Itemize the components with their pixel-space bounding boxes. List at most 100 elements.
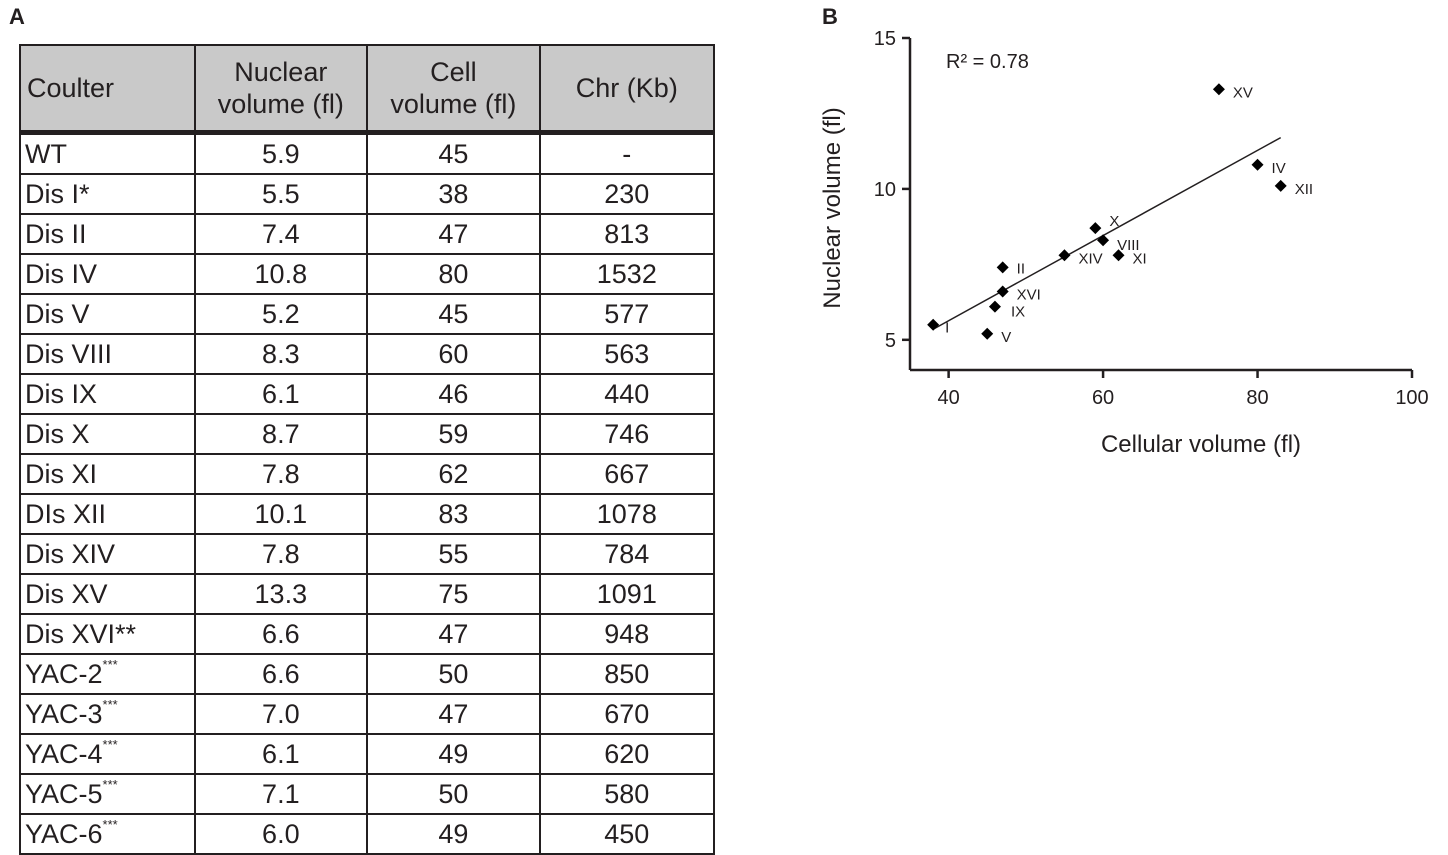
data-point-label: XV <box>1233 84 1253 101</box>
cell-cell-volume: 38 <box>366 173 541 215</box>
cell-strain: Dis V <box>19 293 196 335</box>
cell-cell-volume: 45 <box>366 131 541 175</box>
cell-chr-kb: 746 <box>538 413 716 455</box>
cell-strain: DIs XII <box>19 493 196 535</box>
table-row: Dis V 5.2 45 577 <box>19 293 716 335</box>
cell-cell-volume: 47 <box>366 693 541 735</box>
panel-a-label: A <box>9 4 25 29</box>
table-row: Dis II 7.4 47 813 <box>19 213 716 255</box>
cell-nuclear-volume: 13.3 <box>193 573 369 615</box>
cell-strain: YAC-3*** <box>19 693 196 735</box>
table-row: Dis XV 13.3 75 1091 <box>19 573 716 615</box>
data-point-label: XVI <box>1017 287 1041 304</box>
data-point-label: IX <box>1011 304 1025 321</box>
cell-chr-kb: 813 <box>538 213 716 255</box>
x-axis-label: Cellular volume (fl) <box>1101 431 1301 458</box>
cell-nuclear-volume: 6.6 <box>193 653 369 695</box>
cell-cell-volume: 45 <box>366 293 541 335</box>
table-row: Dis XVI** 6.6 47 948 <box>19 613 716 655</box>
data-point-marker <box>988 300 1001 313</box>
cell-nuclear-volume: 6.0 <box>193 813 369 855</box>
cell-cell-volume: 60 <box>366 333 541 375</box>
y-tick-label: 5 <box>885 330 896 352</box>
table-row: Dis IX 6.1 46 440 <box>19 373 716 415</box>
data-table: Coulter Nuclear volume (fl) Cell volume (f… <box>19 44 716 855</box>
cell-nuclear-volume: 5.2 <box>193 293 369 335</box>
cell-strain: Dis IV <box>19 253 196 295</box>
cell-strain: Dis XI <box>19 453 196 495</box>
cell-strain: Dis X <box>19 413 196 455</box>
data-point-label: XIV <box>1078 250 1102 267</box>
trend-line <box>932 136 1282 330</box>
data-point-label: XI <box>1133 250 1147 267</box>
cell-nuclear-volume: 7.8 <box>193 453 369 495</box>
data-point-marker <box>1058 249 1071 262</box>
cell-cell-volume: 47 <box>366 213 541 255</box>
cell-strain: Dis II <box>19 213 196 255</box>
y-tick-label: 10 <box>874 179 896 201</box>
x-tick-label: 40 <box>937 387 959 409</box>
cell-chr-kb: 850 <box>538 653 716 695</box>
header-cell-volume: Cell volume (fl) <box>366 44 541 134</box>
data-point-label: VIII <box>1117 237 1140 254</box>
y-tick-label: 15 <box>874 28 896 50</box>
cell-chr-kb: 667 <box>538 453 716 495</box>
cell-strain: YAC-5*** <box>19 773 196 815</box>
cell-nuclear-volume: 10.8 <box>193 253 369 295</box>
cell-strain: WT <box>19 131 196 175</box>
cell-nuclear-volume: 8.3 <box>193 333 369 375</box>
data-point-marker <box>927 318 940 331</box>
cell-strain: Dis IX <box>19 373 196 415</box>
data-point-marker <box>1251 158 1264 171</box>
data-point-marker <box>1274 179 1287 192</box>
cell-cell-volume: 59 <box>366 413 541 455</box>
cell-chr-kb: 230 <box>538 173 716 215</box>
data-point-label: X <box>1109 213 1119 230</box>
x-tick-label: 60 <box>1092 387 1114 409</box>
cell-chr-kb: 577 <box>538 293 716 335</box>
cell-strain: YAC-2*** <box>19 653 196 695</box>
cell-strain: Dis XIV <box>19 533 196 575</box>
header-nuclear-volume: Nuclear volume (fl) <box>193 44 369 134</box>
cell-chr-kb: 1532 <box>538 253 716 295</box>
r-squared-annotation: R² = 0.78 <box>946 51 1029 73</box>
cell-strain: Dis XVI** <box>19 613 196 655</box>
cell-cell-volume: 83 <box>366 493 541 535</box>
cell-chr-kb: 948 <box>538 613 716 655</box>
data-point-label: XII <box>1295 181 1313 198</box>
data-point-marker <box>981 327 994 340</box>
cell-strain: YAC-6*** <box>19 813 196 855</box>
cell-cell-volume: 49 <box>366 813 541 855</box>
table-row: YAC-5*** 7.1 50 580 <box>19 773 716 815</box>
cell-cell-volume: 62 <box>366 453 541 495</box>
data-point-marker <box>1112 249 1125 262</box>
data-point-label: V <box>1001 329 1011 346</box>
cell-strain: Dis I* <box>19 173 196 215</box>
cell-nuclear-volume: 6.1 <box>193 373 369 415</box>
cell-cell-volume: 46 <box>366 373 541 415</box>
cell-chr-kb: 1091 <box>538 573 716 615</box>
table-row: YAC-6*** 6.0 49 450 <box>19 813 716 855</box>
x-tick-label: 100 <box>1395 387 1428 409</box>
data-point-marker <box>996 285 1009 298</box>
table-row: YAC-2*** 6.6 50 850 <box>19 653 716 695</box>
cell-strain: YAC-4*** <box>19 733 196 775</box>
panel-b-label: B <box>822 4 838 29</box>
cell-strain: Dis XV <box>19 573 196 615</box>
cell-nuclear-volume: 7.1 <box>193 773 369 815</box>
table-row: WT 5.9 45- <box>19 131 716 175</box>
header-coulter: Coulter <box>19 44 196 134</box>
cell-nuclear-volume: 5.5 <box>193 173 369 215</box>
table-row: Dis I* 5.5 38 230 <box>19 173 716 215</box>
cell-chr-kb: 784 <box>538 533 716 575</box>
cell-nuclear-volume: 7.8 <box>193 533 369 575</box>
table-row: Dis VIII 8.3 60 563 <box>19 333 716 375</box>
cell-chr-kb: 440 <box>538 373 716 415</box>
y-axis-label: Nuclear volume (fl) <box>819 107 846 308</box>
cell-nuclear-volume: 7.0 <box>193 693 369 735</box>
table-row: DIs XII 10.1 83 1078 <box>19 493 716 535</box>
cell-nuclear-volume: 10.1 <box>193 493 369 535</box>
cell-chr-kb: 1078 <box>538 493 716 535</box>
cell-chr-kb: 450 <box>538 813 716 855</box>
cell-cell-volume: 47 <box>366 613 541 655</box>
